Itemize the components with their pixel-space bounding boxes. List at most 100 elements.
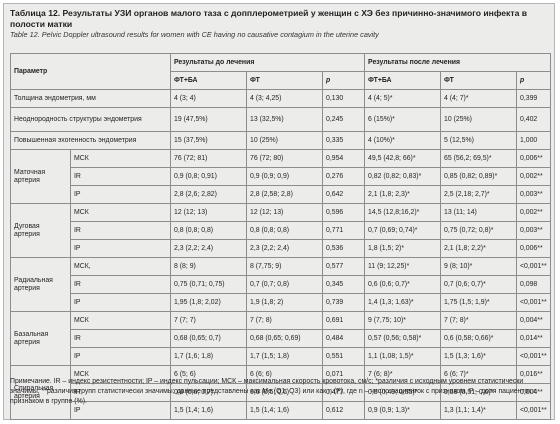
cell: 0,484	[321, 329, 366, 348]
header-row-1: Параметр Результаты до лечения Результат…	[10, 53, 552, 90]
cell: 8 (7,75; 9)	[246, 257, 323, 276]
cell: 0,82 (0,82; 0,83)*	[364, 167, 442, 186]
cell: 0,002**	[516, 167, 552, 186]
cell: 4 (4; 5)*	[364, 89, 442, 108]
cell: 0,691	[321, 311, 366, 330]
table-row: Радиальная артерия МСК, 8 (8; 9) 8 (7,75…	[10, 257, 552, 312]
cell: 7 (7; 7)	[170, 311, 247, 330]
header-p-before: p	[321, 71, 366, 90]
index-label: IP	[70, 239, 171, 258]
table-row: Дуговая артерия МСК 12 (12; 13) 12 (12; …	[10, 203, 552, 258]
table-row: IP 2,8 (2,6; 2,82) 2,8 (2,58; 2,8) 0,642…	[11, 185, 552, 204]
table-row: Спиральная артерия МСК 6 (5; 6) 6 (6; 6)…	[10, 365, 552, 420]
table-subtitle: Table 12. Pelvic Doppler ultrasound resu…	[10, 30, 379, 39]
cell: 0,006**	[516, 149, 552, 168]
cell: 0,8 (0,8; 0,8)	[246, 221, 323, 240]
index-label: МСК	[70, 149, 171, 168]
cell: 0,003**	[516, 185, 552, 204]
cell: <0,001**	[516, 293, 552, 312]
table-row: Базальная артерия МСК 7 (7; 7) 7 (7; 8) …	[10, 311, 552, 366]
header-after: Результаты после лечения	[364, 53, 552, 72]
cell: 2,5 (2,18; 2,7)*	[440, 185, 518, 204]
cell: 0,7 (0,6; 0,7)*	[440, 275, 518, 294]
cell: 0,245	[321, 107, 366, 132]
table-row: Маточная артерия МСК 76 (72; 81) 76 (72;…	[10, 149, 552, 204]
table-row: IP 1,95 (1,8; 2,02) 1,9 (1,8; 2) 0,739 1…	[11, 293, 552, 312]
row-label: Неоднородность структуры эндометрия	[10, 107, 171, 132]
index-label: IR	[70, 275, 171, 294]
cell: 0,345	[321, 275, 366, 294]
index-label: IP	[70, 185, 171, 204]
index-label: IR	[70, 167, 171, 186]
cell: 13 (32,5%)	[246, 107, 323, 132]
cell: 0,006**	[516, 239, 552, 258]
cell: 0,9 (0,8; 0,91)	[170, 167, 247, 186]
cell: 0,739	[321, 293, 366, 312]
header-ft-ba-before: ФТ+БА	[170, 71, 247, 90]
cell: 8 (8; 9)	[170, 257, 247, 276]
cell: 12 (12; 13)	[170, 203, 247, 222]
cell: 11 (9; 12,25)*	[364, 257, 442, 276]
cell: 12 (12; 13)	[246, 203, 323, 222]
cell: 0,402	[516, 107, 552, 132]
cell: 0,596	[321, 203, 366, 222]
index-label: IP	[70, 293, 171, 312]
cell: 1,1 (1,08; 1,5)*	[364, 347, 442, 366]
group-label: Радиальная артерия	[10, 257, 71, 312]
cell: 0,75 (0,71; 0,75)	[170, 275, 247, 294]
cell: <0,001**	[516, 257, 552, 276]
table-title: Таблица 12. Результаты УЗИ органов малог…	[10, 8, 528, 29]
header-param: Параметр	[10, 53, 171, 90]
cell: 15 (37,5%)	[170, 131, 247, 150]
cell: 0,551	[321, 347, 366, 366]
cell: 1,5 (1,4; 1,6)	[246, 401, 323, 420]
cell: 65 (56,2; 69,5)*	[440, 149, 518, 168]
cell: 4 (3; 4)	[170, 89, 247, 108]
group-label: Спиральная артерия	[10, 365, 71, 420]
cell: 7 (7; 8)	[246, 311, 323, 330]
cell: 0,85 (0,82; 0,89)*	[440, 167, 518, 186]
table-row: IP 1,5 (1,4; 1,6) 1,5 (1,4; 1,6) 0,612 0…	[11, 401, 552, 420]
cell: 0,6 (0,58; 0,66)*	[440, 329, 518, 348]
index-label: МСК	[70, 203, 171, 222]
cell: 0,7 (0,69; 0,74)*	[364, 221, 442, 240]
index-label: IR	[70, 221, 171, 240]
header-row-2: ФТ+БА ФТ p ФТ+БА ФТ p	[11, 71, 552, 90]
cell: 2,1 (1,8; 2,2)*	[440, 239, 518, 258]
index-label: МСК	[70, 311, 171, 330]
cell: 1,75 (1,5; 1,9)*	[440, 293, 518, 312]
cell: 4 (10%)*	[364, 131, 442, 150]
cell: 0,577	[321, 257, 366, 276]
cell: 0,335	[321, 131, 366, 150]
cell: 1,9 (1,8; 2)	[246, 293, 323, 312]
table-row: IR 0,9 (0,8; 0,91) 0,9 (0,9; 0,9) 0,276 …	[11, 167, 552, 186]
cell: 0,7 (0,7; 0,8)	[246, 275, 323, 294]
header-p-after: p	[516, 71, 552, 90]
cell: 0,68 (0,65; 0,7)	[170, 329, 247, 348]
header-ft-after: ФТ	[440, 71, 518, 90]
cell: 9 (7,75; 10)*	[364, 311, 442, 330]
cell: 2,1 (1,8; 2,3)*	[364, 185, 442, 204]
table-row: IP 1,7 (1,6; 1,8) 1,7 (1,5; 1,8) 0,551 1…	[11, 347, 552, 366]
cell: 0,8 (0,8; 0,8)	[170, 221, 247, 240]
row-label: Повышенная эхогенность эндометрия	[10, 131, 171, 150]
table-frame: Таблица 12. Результаты УЗИ органов малог…	[3, 3, 555, 420]
cell: 0,954	[321, 149, 366, 168]
cell: 13 (11; 14)	[440, 203, 518, 222]
cell: 10 (25%)	[440, 107, 518, 132]
header-ft-before: ФТ	[246, 71, 323, 90]
cell: 6 (15%)*	[364, 107, 442, 132]
row-label: Толщина эндометрия, мм	[10, 89, 171, 108]
cell: <0,001**	[516, 401, 552, 420]
cell: 2,8 (2,6; 2,82)	[170, 185, 247, 204]
cell: 10 (25%)	[246, 131, 323, 150]
index-label: IP	[70, 347, 171, 366]
cell: 0,004**	[516, 311, 552, 330]
cell: 0,003**	[516, 221, 552, 240]
results-table: Параметр Результаты до лечения Результат…	[10, 53, 552, 420]
cell: 4 (3; 4,25)	[246, 89, 323, 108]
cell: 1,4 (1,3; 1,63)*	[364, 293, 442, 312]
cell: 1,95 (1,8; 2,02)	[170, 293, 247, 312]
cell: 76 (72; 81)	[170, 149, 247, 168]
cell: 1,7 (1,5; 1,8)	[246, 347, 323, 366]
